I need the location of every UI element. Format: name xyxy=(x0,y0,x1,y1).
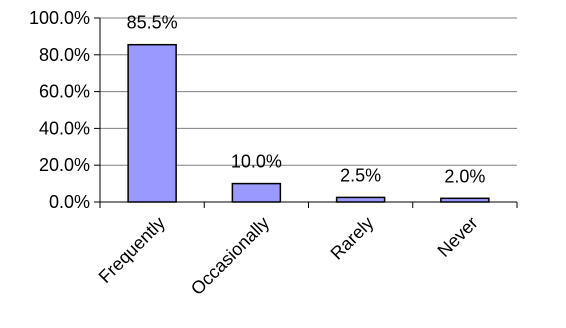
y-tick-label: 0.0% xyxy=(49,192,90,212)
category-label-frequently: Frequently xyxy=(95,213,169,287)
category-labels: Frequently Occasionally Rarely Never xyxy=(95,213,482,299)
category-label-never: Never xyxy=(434,213,482,261)
category-label-occasionally: Occasionally xyxy=(187,213,273,299)
data-label-occasionally: 10.0% xyxy=(231,152,282,172)
data-label-rarely: 2.5% xyxy=(340,165,381,185)
y-tick-label: 60.0% xyxy=(39,82,90,102)
data-labels: 85.5% 10.0% 2.5% 2.0% xyxy=(127,13,486,187)
y-tick-labels: 0.0% 20.0% 40.0% 60.0% 80.0% 100.0% xyxy=(29,8,90,212)
bar-occasionally xyxy=(231,182,282,203)
data-label-never: 2.0% xyxy=(444,166,485,186)
y-tick-label: 80.0% xyxy=(39,45,90,65)
y-tick-label: 100.0% xyxy=(29,8,90,28)
bar-frequently xyxy=(127,43,177,203)
data-label-frequently: 85.5% xyxy=(127,13,178,33)
bars xyxy=(127,43,490,203)
y-tick-label: 20.0% xyxy=(39,155,90,175)
y-tick-label: 40.0% xyxy=(39,118,90,138)
category-label-rarely: Rarely xyxy=(327,213,378,264)
bar-never xyxy=(440,197,490,203)
bar-rarely xyxy=(335,196,386,203)
